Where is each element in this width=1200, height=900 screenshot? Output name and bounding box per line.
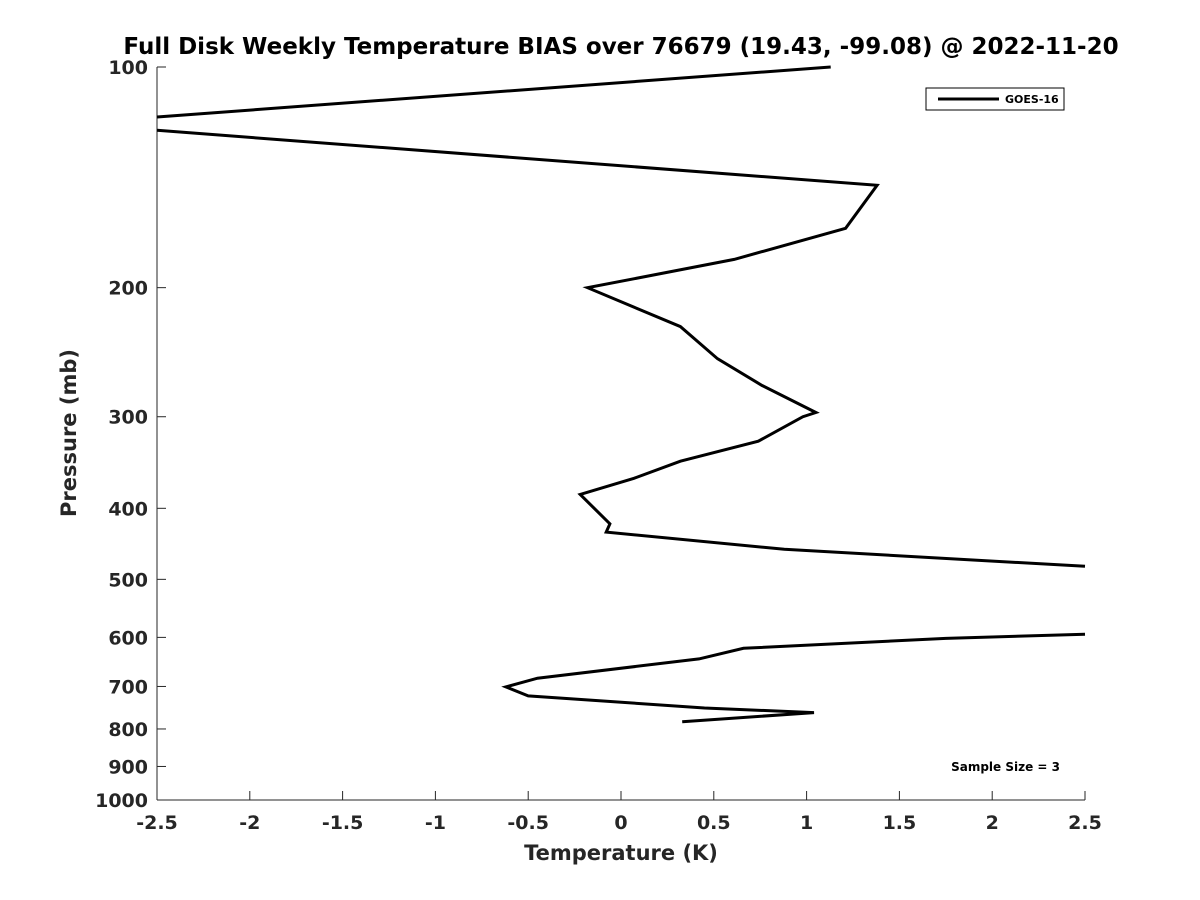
series-line-goes-16-segment-1 bbox=[156, 65, 831, 119]
x-tick-label: 2 bbox=[986, 812, 999, 834]
sample-size-annotation: Sample Size = 3 bbox=[951, 760, 1060, 774]
x-tick-label: -1 bbox=[425, 812, 446, 834]
y-tick-label: 300 bbox=[108, 407, 148, 429]
series-line-goes-16-segment-2 bbox=[156, 128, 1086, 568]
x-tick-label: 2.5 bbox=[1068, 812, 1102, 834]
x-tick-label: -1.5 bbox=[322, 812, 364, 834]
x-tick-label: -2.5 bbox=[136, 812, 178, 834]
series-layer bbox=[156, 65, 1086, 724]
x-axis-label: Temperature (K) bbox=[524, 841, 718, 865]
legend: GOES-16 bbox=[925, 87, 1065, 111]
y-tick-label: 700 bbox=[108, 676, 148, 698]
legend-label-goes-16: GOES-16 bbox=[1005, 93, 1059, 106]
ticks: -2.5 -2 -1.5 -1 -0.5 0 0.5 1 1.5 2 2.5 100 200 300 400… bbox=[95, 57, 1102, 834]
y-tick-label: 1000 bbox=[95, 790, 148, 812]
x-tick-label: 1.5 bbox=[883, 812, 917, 834]
x-tick-label: 1 bbox=[800, 812, 813, 834]
x-tick-label: 0.5 bbox=[697, 812, 731, 834]
y-tick-label: 200 bbox=[108, 278, 148, 300]
chart-title: Full Disk Weekly Temperature BIAS over 7… bbox=[123, 34, 1118, 60]
y-tick-label: 400 bbox=[108, 498, 148, 520]
x-tick-label: -0.5 bbox=[507, 812, 549, 834]
y-tick-label: 100 bbox=[108, 57, 148, 79]
y-tick-label: 800 bbox=[108, 719, 148, 741]
y-tick-label: 600 bbox=[108, 627, 148, 649]
y-tick-label: 900 bbox=[108, 756, 148, 778]
x-tick-label: 0 bbox=[614, 812, 627, 834]
y-tick-label: 500 bbox=[108, 569, 148, 591]
axes bbox=[156, 67, 1085, 801]
x-tick-label: -2 bbox=[239, 812, 260, 834]
y-axis-label: Pressure (mb) bbox=[57, 349, 81, 517]
series-line-goes-16-segment-3 bbox=[501, 632, 1086, 724]
